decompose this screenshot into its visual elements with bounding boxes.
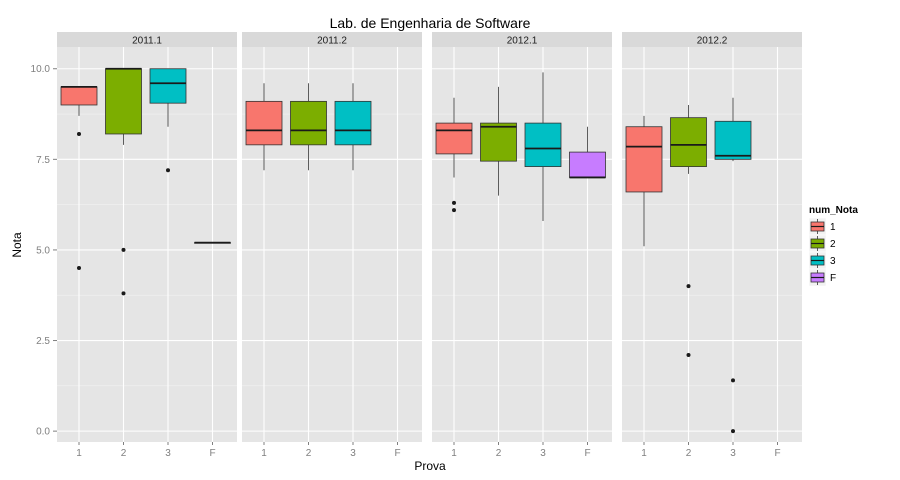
box-iqr — [105, 68, 142, 135]
chart-title: Lab. de Engenharia de Software — [330, 15, 531, 31]
outlier-point — [686, 353, 691, 358]
outlier-point — [77, 266, 81, 271]
x-tick-label: F — [209, 448, 215, 459]
legend-item-F: F — [808, 268, 836, 287]
legend: num_Nota 1 2 3 F — [808, 205, 858, 287]
box-iqr — [625, 126, 663, 193]
facet-strip — [622, 32, 802, 47]
x-tick-label: 3 — [540, 448, 546, 459]
box-2012.1-1 — [435, 97, 473, 213]
x-tick-label: F — [584, 448, 590, 459]
y-tick-label: 10.0 — [31, 64, 51, 75]
box-2011.1-F — [194, 241, 231, 244]
box-2012.1-2 — [480, 86, 517, 196]
x-tick-label: 1 — [641, 448, 647, 459]
legend-label: 2 — [830, 239, 836, 250]
x-tick-label: 3 — [730, 448, 736, 459]
box-iqr — [334, 100, 372, 146]
facet-strip — [57, 32, 237, 47]
facet-strip-label: 2012.2 — [697, 36, 728, 47]
x-tick-label: 1 — [451, 448, 457, 459]
box-2011.1-1 — [60, 85, 98, 271]
y-tick-label: 0.0 — [36, 427, 50, 438]
x-tick-label: 2 — [686, 448, 692, 459]
box-iqr — [569, 151, 606, 178]
box-iqr — [290, 100, 327, 146]
box-2011.2-1 — [245, 83, 283, 171]
facet-panel-2012.2: 2012.2 1 2 3 F — [622, 32, 802, 459]
y-axis: 0.0 2.5 5.0 7.5 10.0 — [31, 64, 57, 438]
legend-label: 3 — [830, 256, 836, 267]
box-2011.2-3 — [334, 83, 372, 171]
box-iqr — [149, 68, 187, 104]
box-2012.1-3 — [524, 72, 562, 221]
legend-label: F — [830, 273, 836, 284]
outlier-point — [686, 284, 691, 289]
facet-strip — [432, 32, 612, 47]
outlier-point — [731, 378, 735, 383]
outlier-point — [121, 291, 126, 296]
y-axis-label: Nota — [10, 232, 24, 258]
x-tick-label: 2 — [121, 448, 127, 459]
x-tick-label: 3 — [165, 448, 171, 459]
x-tick-label: 1 — [76, 448, 82, 459]
outlier-point — [452, 200, 456, 205]
x-tick-label: 2 — [306, 448, 312, 459]
outlier-point — [77, 131, 81, 136]
y-tick-label: 5.0 — [36, 245, 50, 256]
facet-panel-2012.1: 2012.1 1 2 3 F — [432, 32, 612, 459]
x-tick-label: 1 — [261, 448, 267, 459]
facet-strip-label: 2011.1 — [132, 36, 162, 47]
x-axis-label: Prova — [414, 459, 446, 473]
y-tick-label: 7.5 — [36, 155, 50, 166]
box-2011.2-2 — [290, 83, 327, 171]
facet-panel-2011.2: 2011.2 1 2 3 F — [242, 32, 422, 459]
panel-background — [57, 47, 237, 442]
outlier-point — [121, 247, 126, 252]
x-tick-label: 2 — [496, 448, 502, 459]
y-tick-label: 2.5 — [36, 336, 50, 347]
box-iqr — [435, 122, 473, 155]
panel-background — [622, 47, 802, 442]
facet-strip-label: 2011.2 — [317, 36, 347, 47]
outlier-point — [452, 208, 456, 213]
legend-title: num_Nota — [809, 205, 858, 216]
x-tick-label: F — [394, 448, 400, 459]
outlier-point — [166, 168, 170, 173]
panel-background — [432, 47, 612, 442]
box-iqr — [480, 122, 517, 162]
box-iqr — [245, 100, 283, 146]
box-iqr — [670, 117, 707, 167]
box-iqr — [60, 86, 98, 106]
box-2011.1-2 — [105, 67, 142, 296]
box-2012.2-2 — [670, 104, 707, 358]
x-tick-label: F — [774, 448, 780, 459]
legend-item-1: 1 — [808, 217, 836, 236]
outlier-point — [731, 429, 735, 434]
box-iqr — [714, 120, 752, 160]
box-2012.2-1 — [625, 115, 663, 247]
legend-label: 1 — [830, 222, 836, 233]
x-tick-label: 3 — [350, 448, 356, 459]
legend-item-3: 3 — [808, 251, 836, 270]
box-2011.1-3 — [149, 68, 187, 173]
facet-strip — [242, 32, 422, 47]
box-2012.2-3 — [714, 97, 752, 434]
facet-strip-label: 2012.1 — [507, 36, 538, 47]
box-2012.1-F — [569, 126, 606, 179]
box-iqr — [524, 122, 562, 167]
legend-item-2: 2 — [808, 234, 836, 253]
facet-panel-2011.1: 2011.1 1 2 3 F — [57, 32, 237, 459]
